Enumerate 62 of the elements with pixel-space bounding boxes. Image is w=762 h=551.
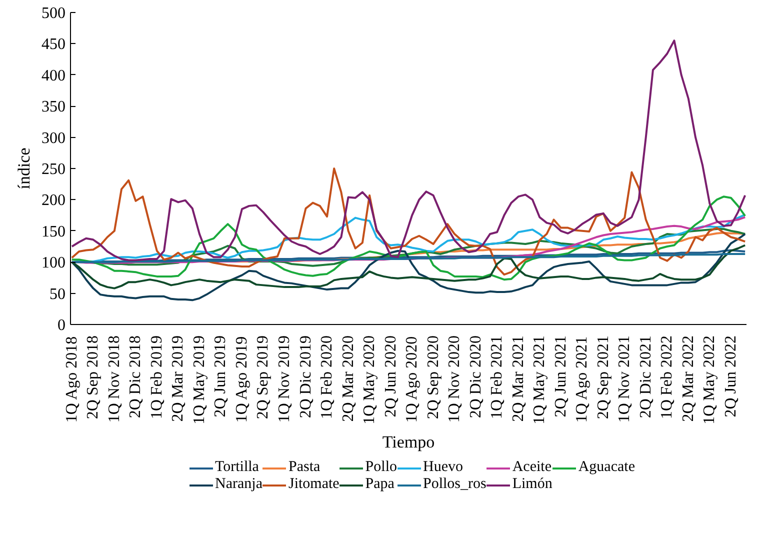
legend-label: Jitomate <box>288 476 340 493</box>
x-tick-label: 2Q Mar 2021 <box>510 335 527 422</box>
x-tick-label: 2Q Sep 2021 <box>594 335 612 420</box>
x-tick-label: 1Q Feb 2022 <box>658 335 676 420</box>
x-tick-label: 1Q May 2022 <box>701 335 718 424</box>
legend-label: Aceite <box>512 459 552 476</box>
line-series <box>70 252 746 264</box>
y-tick-label: 350 <box>42 98 66 116</box>
x-tick-label: 2Q Jun 2019 <box>212 336 230 418</box>
y-tick-label: 200 <box>42 192 66 210</box>
legend-label: Naranja <box>215 476 262 493</box>
x-tick-label: 1Q Nov 2020 <box>446 336 464 423</box>
line-series <box>70 233 746 302</box>
legend-label: Pollo <box>365 459 397 476</box>
y-tick-label: 250 <box>42 161 66 178</box>
line-series <box>70 40 746 262</box>
x-tick-label: 2Q Dic 2019 <box>297 336 314 418</box>
y-tick-label: 50 <box>50 286 66 303</box>
y-tick-label: 300 <box>42 130 66 147</box>
x-tick-label: 2Q Dic 2020 <box>467 336 484 418</box>
y-tick-label: 150 <box>42 223 66 240</box>
x-tick-label: 2Q Mar 2019 <box>170 335 187 422</box>
x-tick-label: 2Q Jun 2022 <box>722 336 740 418</box>
x-tick-label: 2Q Dic 2021 <box>637 336 654 418</box>
x-tick-label: 1Q Feb 2019 <box>148 335 166 420</box>
legend-label: Aguacate <box>578 459 635 476</box>
x-tick-label: 2Q Mar 2022 <box>680 335 697 422</box>
x-tick-label: 1Q Feb 2021 <box>488 335 506 420</box>
x-tick-label: 2Q Sep 2018 <box>84 335 102 420</box>
y-tick-label: 450 <box>42 36 66 54</box>
legend-label: Huevo <box>422 459 463 476</box>
x-tick-label: 1Q Nov 2021 <box>616 336 634 423</box>
x-tick-label: 2Q Sep 2019 <box>254 335 272 420</box>
legend-label: Pasta <box>288 459 320 476</box>
line-series <box>70 244 746 290</box>
y-tick-label: 500 <box>42 5 66 22</box>
line-series <box>70 168 746 276</box>
x-tick-label: 1Q Ago 2018 <box>63 336 80 423</box>
x-tick-label: 1Q Ago 2019 <box>233 336 250 423</box>
x-tick-label: 1Q May 2021 <box>531 335 548 424</box>
y-tick-label: 400 <box>42 67 66 84</box>
x-tick-label: 2Q Mar 2020 <box>340 335 357 422</box>
legend-label: Limón <box>512 476 552 493</box>
x-tick-label: 1Q Nov 2018 <box>106 336 123 423</box>
line-series <box>70 196 746 281</box>
y-tick-label: 100 <box>42 254 66 272</box>
x-tick-label: 2Q Sep 2020 <box>424 335 442 420</box>
legend-label: Pollos_ros <box>422 476 486 493</box>
y-tick-label: 0 <box>58 317 66 334</box>
x-tick-label: 1Q Ago 2020 <box>404 336 421 423</box>
x-tick-label: 2Q Dic 2018 <box>127 336 144 418</box>
x-tick-label: 1Q May 2020 <box>361 335 378 424</box>
x-tick-label: 1Q Nov 2019 <box>276 336 293 423</box>
y-axis-title: índice <box>14 148 34 190</box>
x-tick-label: 1Q May 2019 <box>190 335 208 424</box>
x-tick-label: 1Q Ago 2021 <box>574 336 591 423</box>
legend-label: Tortilla <box>215 459 259 476</box>
x-tick-label: 2Q Jun 2021 <box>552 336 570 418</box>
x-tick-label: 1Q Feb 2020 <box>318 335 336 420</box>
x-axis-title: Tiempo <box>382 432 435 452</box>
x-tick-label: 2Q Jun 2020 <box>382 336 400 418</box>
legend-label: Papa <box>365 476 394 493</box>
